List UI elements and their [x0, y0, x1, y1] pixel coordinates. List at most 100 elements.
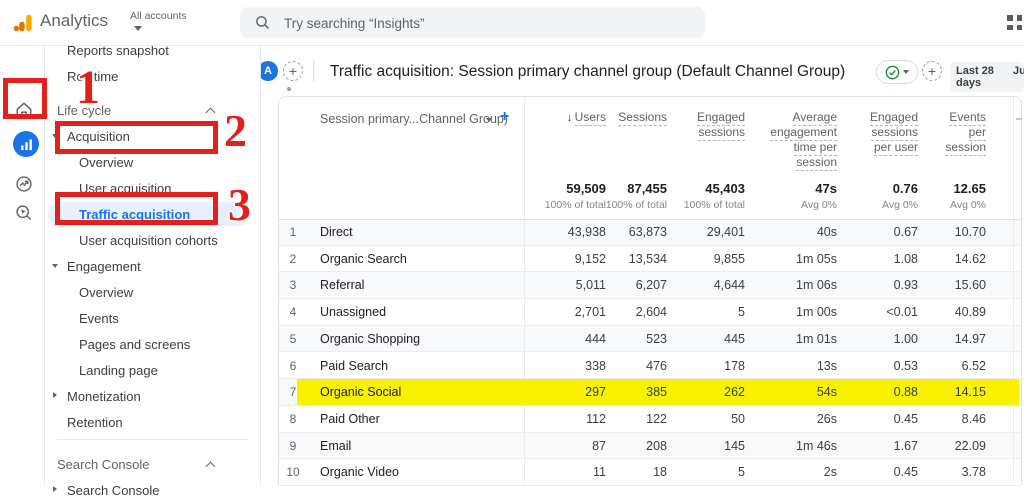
sidebar-item-realtime[interactable]: Realtime	[45, 63, 260, 89]
caret-right-icon[interactable]	[53, 392, 57, 398]
metric-cell: 2,701	[574, 305, 606, 320]
sidebar-item-overview[interactable]: Overview	[45, 149, 260, 175]
sidebar-item-label: Events	[79, 310, 119, 326]
sidebar-item-events[interactable]: Events	[45, 305, 260, 331]
sidebar-item-reports-snapshot[interactable]: Reports snapshot	[45, 37, 260, 63]
metric-cell: 0.45	[893, 411, 918, 426]
sidebar-item-label: Overview	[79, 284, 134, 300]
reports-icon[interactable]	[13, 131, 39, 157]
metric-cell: 8.46	[961, 411, 986, 426]
sidebar-item-user-acquisition[interactable]: User acquisition	[45, 175, 260, 201]
sidebar-item-search-console[interactable]: Search Console	[45, 451, 260, 477]
metric-cell: 11	[593, 465, 606, 480]
chevron-up-icon[interactable]	[205, 461, 216, 472]
totals-value: 12.65	[953, 181, 986, 196]
metric-cell: 10.70	[954, 225, 986, 239]
row-number: 5	[289, 331, 297, 346]
report-status-button[interactable]	[876, 60, 918, 84]
avatar[interactable]: A	[258, 61, 278, 81]
column-header-text: Engaged	[869, 110, 918, 126]
metric-cell: 385	[646, 385, 667, 400]
table-header: Session primary...Channel Group) + ↓ User…	[279, 97, 1022, 220]
date-range-selector[interactable]: Last 28 days	[950, 62, 1024, 92]
totals-sublabel: 100% of total	[683, 199, 745, 211]
table-row-organic-social: 7 Organic Social 297 385 262 54s 0.88 14.15	[279, 379, 1021, 406]
column-header-engaged-sessions-per-user[interactable]: Engaged sessions per user	[818, 110, 918, 156]
channel-name: Paid Other	[320, 411, 380, 426]
caret-down-icon[interactable]	[486, 118, 492, 122]
totals-sublabel: Avg 0%	[882, 199, 918, 211]
sidebar-item-label: Realtime	[67, 68, 119, 84]
column-header-engaged-sessions[interactable]: Engaged sessions	[645, 110, 745, 141]
row-number: 10	[286, 465, 300, 480]
column-header-sessions[interactable]: Sessions	[567, 110, 667, 126]
topbar: Analytics All accounts	[0, 0, 1024, 46]
analytics-logo-icon[interactable]	[12, 12, 34, 37]
sidebar-item-user-acquisition-cohorts[interactable]: User acquisition cohorts	[45, 227, 260, 253]
caret-down-icon	[903, 70, 909, 74]
row-stripe	[279, 325, 1021, 353]
table-row-organic-search: 2 Organic Search 9,152 13,534 9,855 1m 05s 1.0…	[279, 246, 1021, 273]
totals-value: 87,455	[627, 181, 667, 196]
metric-cell: 122	[646, 411, 667, 426]
column-header-text: sessions	[871, 125, 918, 141]
annotation-number-3: 3	[228, 179, 251, 230]
metric-cell: 40.89	[954, 305, 986, 320]
annotation-number-1: 1	[76, 61, 100, 114]
sidebar-item-label: Search Console	[57, 456, 150, 472]
dimension-dropdown[interactable]: Session primary...Channel Group)	[320, 112, 509, 126]
table-row-unassigned: 4 Unassigned 2,701 2,604 5 1m 00s <0.01 40.89	[279, 299, 1021, 326]
column-header-events-per-session[interactable]: Events per session	[886, 110, 986, 156]
reports-sidebar: Reports snapshot Realtime Life cycle Acquis…	[45, 43, 261, 498]
sidebar-item-label: Life cycle	[57, 102, 112, 118]
search-icon	[256, 16, 270, 30]
sidebar-item-monetization[interactable]: Monetization	[45, 383, 260, 409]
metric-cell: 5	[738, 465, 745, 480]
caret-down-icon[interactable]	[52, 264, 58, 268]
sidebar-item-search-console[interactable]: Search Console	[45, 477, 260, 503]
metric-cell: 40s	[816, 225, 837, 239]
date-range-detail[interactable]: Ju	[1013, 65, 1024, 77]
sidebar-item-pages-and-screens[interactable]: Pages and screens	[45, 331, 260, 357]
chevron-up-icon[interactable]	[205, 107, 216, 118]
sidebar-item-overview[interactable]: Overview	[45, 279, 260, 305]
totals-value: 45,403	[705, 181, 745, 196]
column-header-text: per	[968, 125, 986, 141]
sidebar-item-label: Acquisition	[67, 128, 130, 144]
channel-name: Organic Video	[320, 465, 399, 480]
sidebar-item-label: Traffic acquisition	[79, 206, 191, 222]
totals-value: 47s	[815, 181, 837, 196]
sidebar-item-engagement[interactable]: Engagement	[45, 253, 260, 279]
search-bar[interactable]	[240, 7, 705, 40]
sidebar-item-retention[interactable]: Retention	[45, 409, 260, 435]
metric-cell: 6.52	[961, 358, 986, 373]
add-comparison-button[interactable]: +	[283, 61, 303, 81]
advertising-icon[interactable]	[14, 174, 34, 197]
channel-name: Organic Search	[320, 251, 407, 266]
column-header-average-engagement-time-per-session[interactable]: Average engagement time per session	[737, 110, 837, 171]
column-header-text: sessions	[698, 125, 745, 141]
metric-cell: 6,207	[635, 278, 667, 293]
home-icon[interactable]	[14, 100, 34, 123]
metric-cell: 13,534	[628, 251, 667, 266]
sidebar-item-landing-page[interactable]: Landing page	[45, 357, 260, 383]
table-row-referral: 3 Referral 5,011 6,207 4,644 1m 06s 0.93 15.60	[279, 272, 1021, 300]
add-dimension-icon[interactable]: +	[500, 108, 510, 125]
row-number: 8	[289, 411, 297, 426]
sidebar-item-life-cycle[interactable]: Life cycle	[45, 97, 260, 123]
add-report-button[interactable]: +	[922, 61, 942, 81]
caret-down-icon[interactable]	[134, 26, 142, 31]
row-number: 3	[289, 278, 297, 293]
explore-icon[interactable]	[14, 203, 34, 226]
metric-cell: 15.60	[954, 278, 986, 293]
totals-value: 59,509	[566, 181, 606, 196]
column-header-users[interactable]: ↓ Users	[506, 110, 606, 126]
metric-cell: 1m 01s	[796, 331, 837, 346]
channel-name: Email	[320, 438, 352, 453]
channel-name: Direct	[320, 225, 353, 239]
caret-right-icon[interactable]	[53, 486, 57, 492]
account-switcher[interactable]: All accounts	[130, 10, 187, 22]
search-input[interactable]	[282, 7, 686, 40]
row-number: 7	[289, 385, 297, 400]
apps-grid-icon[interactable]	[1007, 15, 1024, 31]
